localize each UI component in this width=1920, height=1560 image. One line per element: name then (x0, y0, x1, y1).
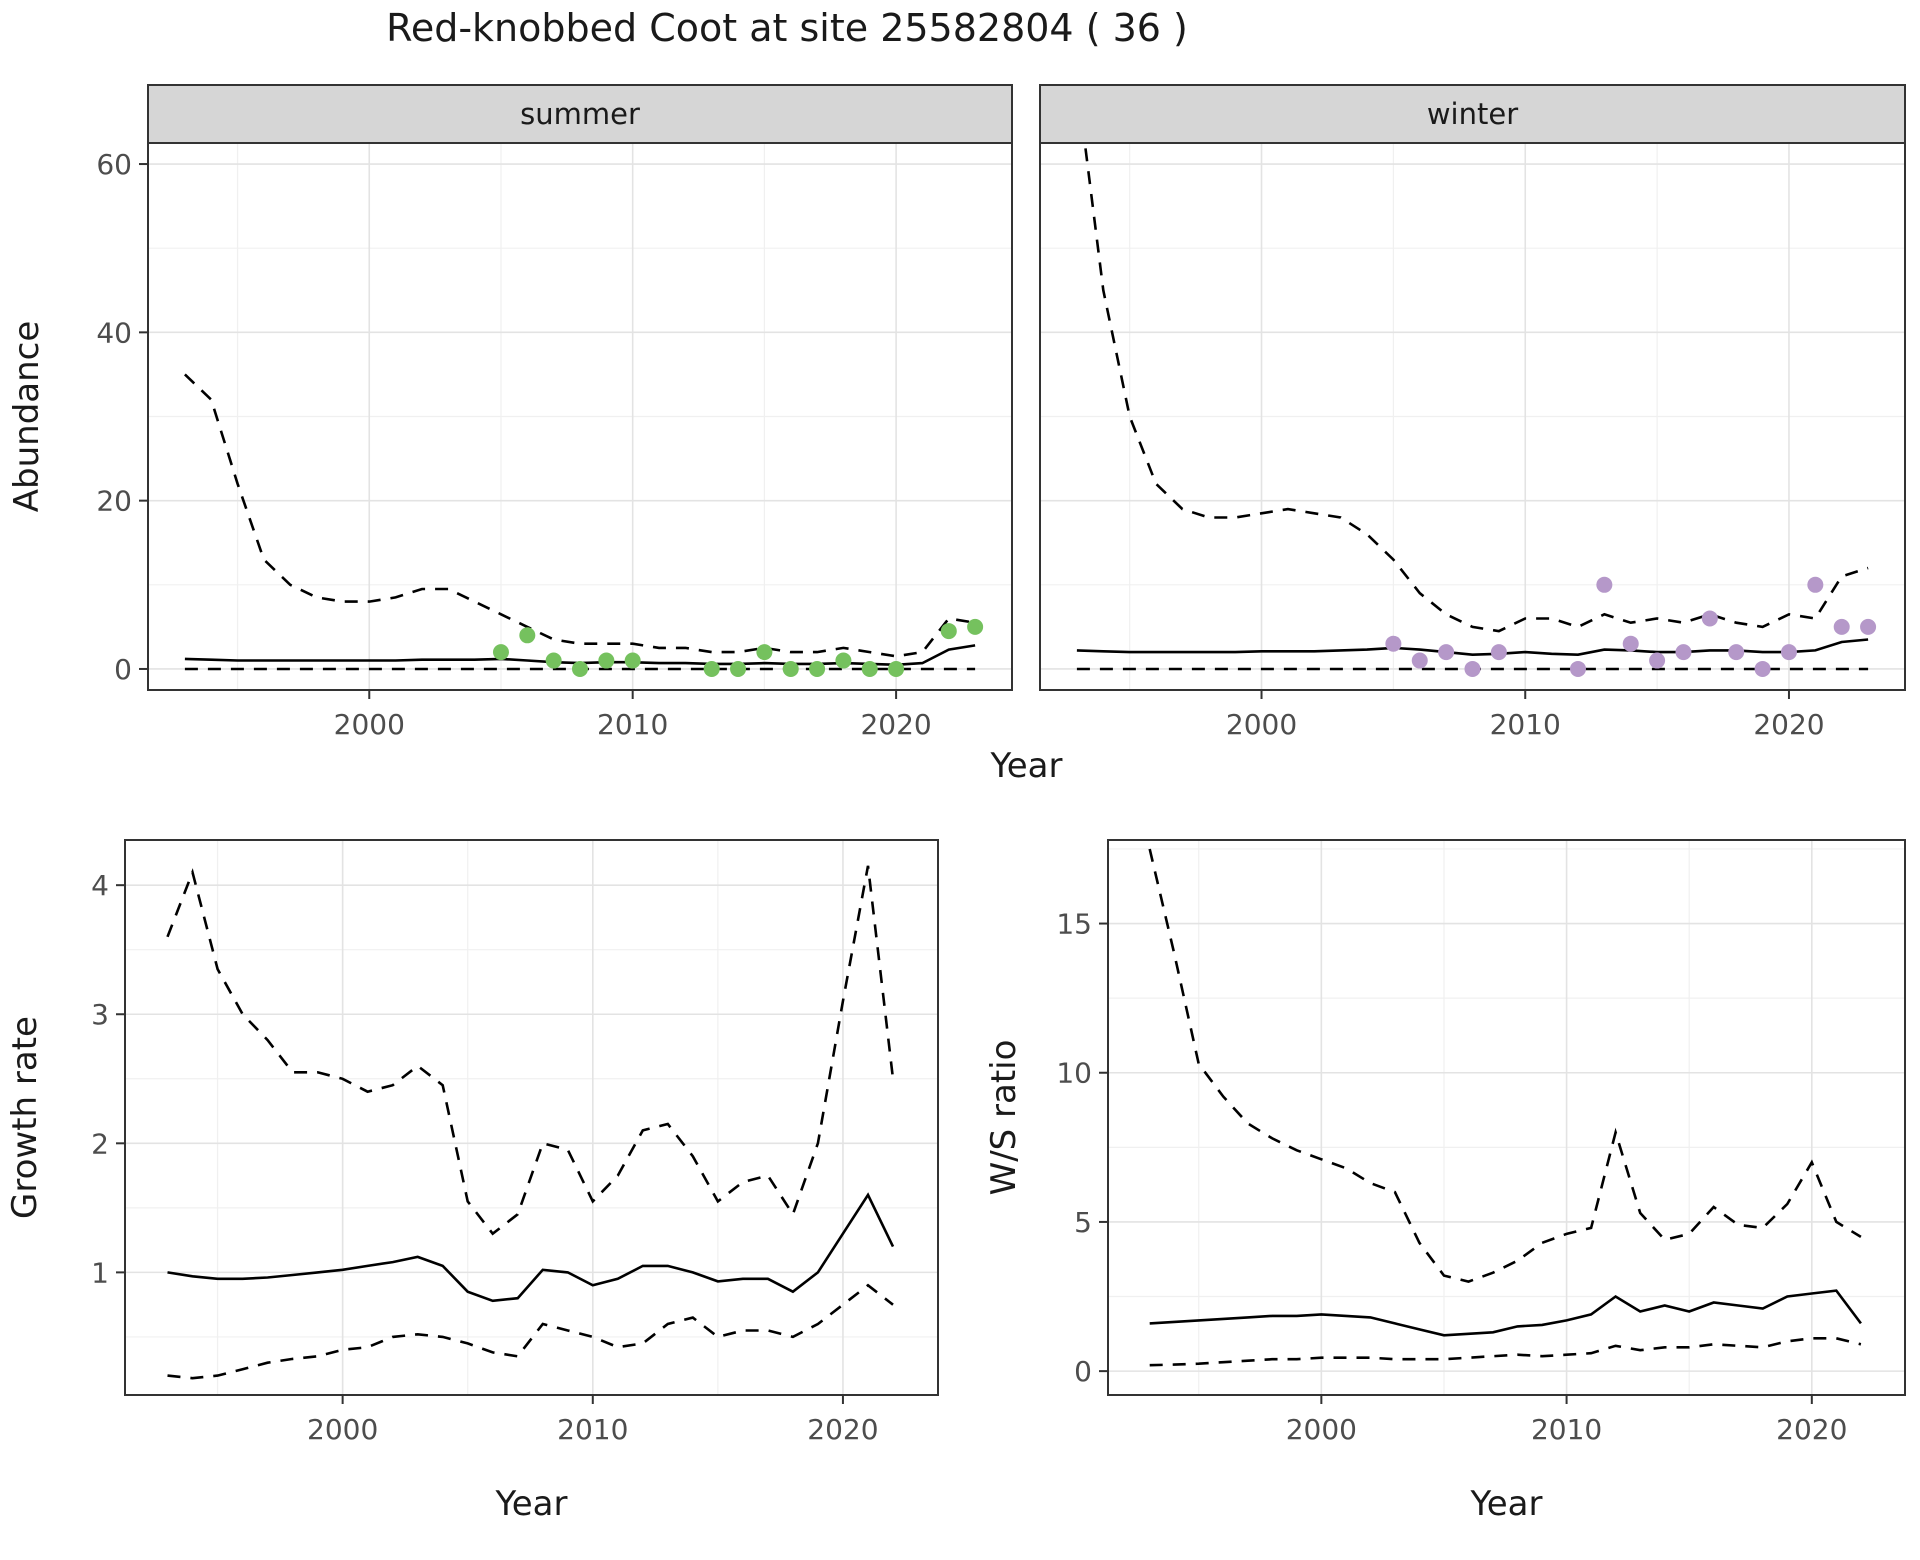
ws-ratio-chart: 2000 2010 2020 0 5 10 15 Year W/S ratio (984, 839, 1906, 1524)
svg-text:2000: 2000 (334, 708, 405, 741)
svg-text:W/S ratio: W/S ratio (984, 1040, 1024, 1196)
svg-text:2010: 2010 (1490, 708, 1561, 741)
growth-rate-chart: 2000 2010 2020 1 2 3 4 Year Growth rate (5, 839, 939, 1524)
abundance-facet-chart: summer 2000 2010 2020 0 20 40 60 winter 2000 2010 2… (7, 84, 1906, 786)
svg-text:Year: Year (495, 1484, 568, 1524)
svg-text:2010: 2010 (557, 1413, 628, 1446)
svg-text:2020: 2020 (1776, 1413, 1847, 1446)
svg-text:winter: winter (1427, 97, 1518, 131)
svg-text:Year: Year (1470, 1484, 1543, 1524)
svg-text:2: 2 (91, 1127, 109, 1160)
svg-text:2020: 2020 (807, 1413, 878, 1446)
svg-text:40: 40 (96, 316, 132, 349)
svg-text:2020: 2020 (860, 708, 931, 741)
svg-text:Abundance: Abundance (7, 321, 47, 513)
svg-text:2000: 2000 (1226, 708, 1297, 741)
svg-text:Growth rate: Growth rate (5, 1016, 45, 1219)
svg-text:4: 4 (91, 869, 109, 902)
svg-text:20: 20 (96, 485, 132, 518)
svg-text:5: 5 (1074, 1206, 1092, 1239)
svg-text:2020: 2020 (1753, 708, 1824, 741)
svg-text:0: 0 (114, 653, 132, 686)
svg-text:Year: Year (990, 746, 1063, 786)
svg-text:summer: summer (520, 97, 640, 131)
svg-text:0: 0 (1074, 1355, 1092, 1388)
svg-text:1: 1 (91, 1256, 109, 1289)
svg-text:15: 15 (1056, 908, 1092, 941)
svg-text:60: 60 (96, 148, 132, 181)
svg-text:2010: 2010 (597, 708, 668, 741)
chart-title: Red-knobbed Coot at site 25582804 ( 36 ) (386, 6, 1188, 50)
svg-text:3: 3 (91, 998, 109, 1031)
svg-text:2000: 2000 (1286, 1413, 1357, 1446)
svg-text:10: 10 (1056, 1057, 1092, 1090)
svg-text:2000: 2000 (307, 1413, 378, 1446)
svg-text:2010: 2010 (1531, 1413, 1602, 1446)
